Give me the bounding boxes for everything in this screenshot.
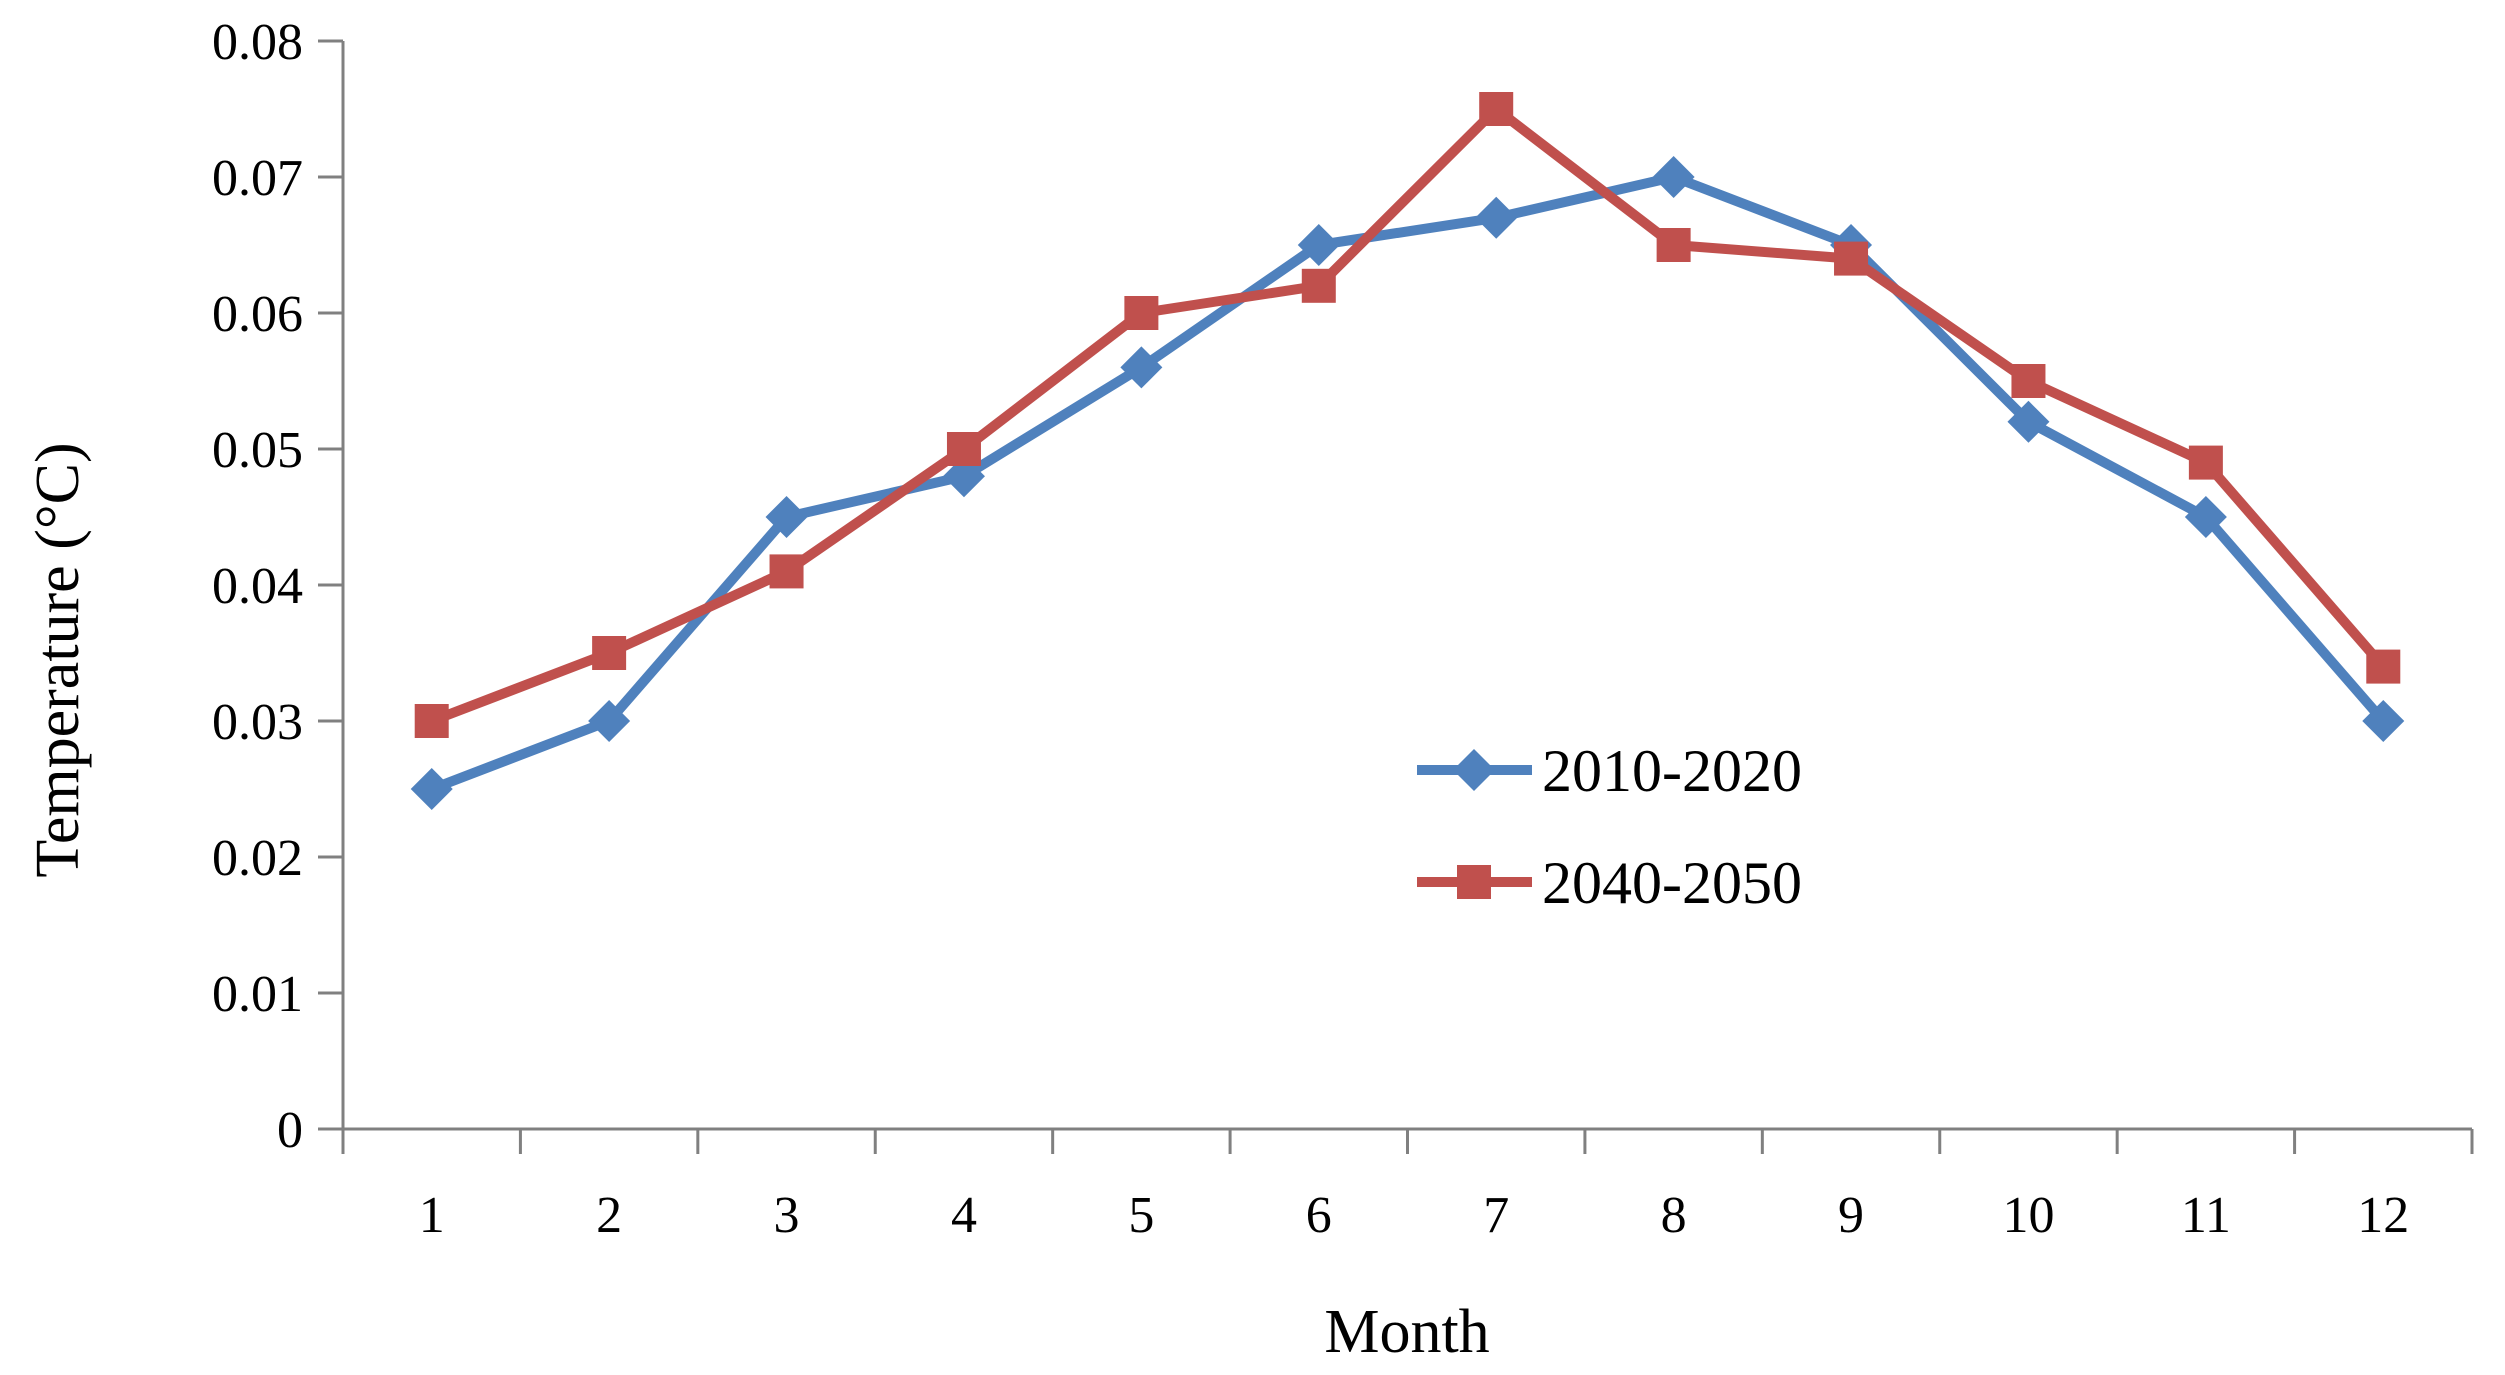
y-tick-label: 0.07 [212, 150, 303, 207]
data-point-2010-2020-m3 [765, 496, 808, 538]
data-point-2040-2050-m9 [1834, 241, 1869, 276]
data-point-2040-2050-m4 [946, 432, 981, 466]
x-tick-label: 6 [1306, 1187, 1332, 1244]
data-point-2010-2020-m1 [410, 768, 453, 810]
y-tick-label: 0.05 [212, 422, 303, 479]
x-tick-label: 2 [596, 1187, 622, 1244]
series-line-2010-2020 [426, 172, 2389, 794]
axes-layer: 00.010.020.030.040.050.060.070.081 2 3 4 5 6 7… [212, 14, 2474, 1244]
y-tick-label: 0.03 [212, 694, 303, 751]
legend-label-2010-2020: 2010-2020 [1542, 738, 1802, 804]
y-tick-label: 0.02 [212, 830, 303, 887]
x-tick-label: 4 [951, 1187, 977, 1244]
data-point-2010-2020-m5 [1120, 346, 1163, 389]
x-axis-title: Month [1324, 1298, 1489, 1366]
legend-marker-2040-2050 [1457, 865, 1491, 899]
series-line-2040-2050 [426, 104, 2389, 726]
data-point-2040-2050-m6 [1301, 268, 1336, 303]
legend-item-2040-2050: 2040-2050 [1417, 850, 1802, 916]
data-point-2040-2050-m7 [1479, 92, 1514, 126]
data-point-2010-2020-m7 [1475, 196, 1518, 239]
x-tick-label: 5 [1128, 1187, 1154, 1244]
series-2010-2020 [410, 156, 2405, 810]
data-point-2010-2020-m11 [2184, 496, 2227, 538]
x-tick-label: 12 [2357, 1187, 2409, 1244]
data-point-2010-2020-m12 [2362, 700, 2405, 742]
data-point-2010-2020-m6 [1297, 224, 1340, 266]
x-tick-label: 8 [1661, 1187, 1687, 1244]
data-point-2040-2050-m5 [1124, 296, 1159, 330]
x-tick-label: 3 [774, 1187, 800, 1244]
x-tick-label: 10 [2002, 1187, 2054, 1244]
legend-label-2040-2050: 2040-2050 [1542, 850, 1802, 916]
y-tick-label: 0 [277, 1102, 303, 1159]
y-tick-label: 0.01 [212, 966, 303, 1023]
x-tick-label: 9 [1838, 1187, 1864, 1244]
data-point-2040-2050-m11 [2188, 445, 2223, 480]
data-point-2040-2050-m1 [414, 704, 449, 738]
series-layer [410, 92, 2405, 810]
series-2040-2050 [414, 92, 2401, 738]
data-point-2010-2020-m2 [588, 700, 631, 742]
data-point-2040-2050-m3 [769, 554, 804, 589]
y-tick-label: 0.08 [212, 14, 303, 71]
y-axis-title: Temperature (°C) [24, 442, 92, 877]
y-tick-label: 0.04 [212, 558, 303, 615]
data-point-2040-2050-m8 [1656, 228, 1691, 262]
legend: 2010-2020 2040-2050 [1417, 738, 1802, 916]
x-tick-label: 11 [2181, 1187, 2231, 1244]
legend-item-2010-2020: 2010-2020 [1417, 738, 1802, 804]
x-tick-label: 7 [1483, 1187, 1509, 1244]
data-point-2040-2050-m12 [2366, 649, 2401, 684]
data-point-2010-2020-m10 [2007, 400, 2050, 443]
x-tick-label: 1 [419, 1187, 445, 1244]
y-tick-label: 0.06 [212, 286, 303, 343]
data-point-2010-2020-m8 [1652, 156, 1695, 198]
data-point-2040-2050-m2 [592, 636, 627, 670]
data-point-2040-2050-m10 [2011, 364, 2046, 398]
legend-marker-2010-2020 [1453, 749, 1495, 791]
